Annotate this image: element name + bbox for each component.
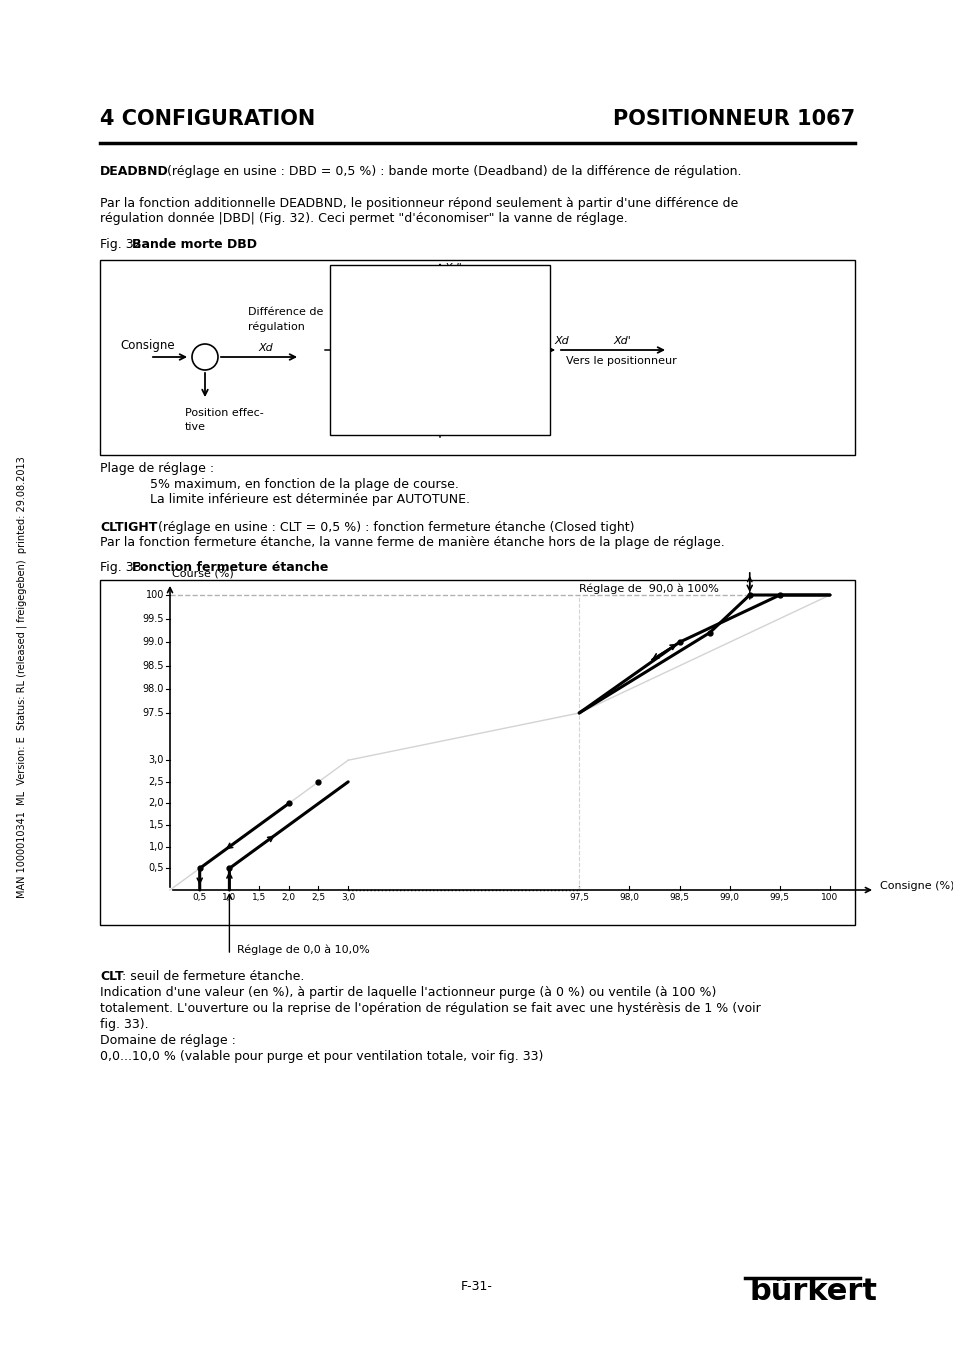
Text: Fig. 33: Fig. 33 — [100, 561, 146, 574]
Text: Fig. 32: Fig. 32 — [100, 238, 146, 250]
Text: Indication d'une valeur (en %), à partir de laquelle l'actionneur purge (à 0 %) : Indication d'une valeur (en %), à partir… — [100, 986, 716, 999]
Text: 2,0: 2,0 — [149, 799, 164, 808]
Text: Vers le positionneur: Vers le positionneur — [565, 356, 676, 366]
Text: 100: 100 — [146, 590, 164, 600]
Text: 100: 100 — [821, 894, 838, 902]
Text: Par la fonction fermeture étanche, la vanne ferme de manière étanche hors de la : Par la fonction fermeture étanche, la va… — [100, 536, 724, 548]
Text: 98,5: 98,5 — [669, 894, 689, 902]
Text: tive: tive — [185, 422, 206, 432]
Text: Xd: Xd — [257, 343, 273, 353]
Text: Réglage de  90,0 à 100%: Réglage de 90,0 à 100% — [578, 584, 719, 594]
Text: La limite inférieure est déterminée par AUTOTUNE.: La limite inférieure est déterminée par … — [150, 493, 470, 506]
Text: Fonction fermeture étanche: Fonction fermeture étanche — [132, 561, 328, 574]
Bar — [100, 260, 854, 455]
Text: 2,0: 2,0 — [281, 894, 295, 902]
Text: 3,0: 3,0 — [341, 894, 355, 902]
Text: Consigne: Consigne — [121, 338, 175, 352]
Text: : seuil de fermeture étanche.: : seuil de fermeture étanche. — [122, 969, 304, 983]
Text: Bande morte DBD: Bande morte DBD — [132, 238, 256, 250]
Text: 0,5: 0,5 — [193, 894, 207, 902]
Text: 99.5: 99.5 — [142, 613, 164, 624]
Text: 97,5: 97,5 — [569, 894, 589, 902]
Text: 0,0...10,0 % (valable pour purge et pour ventilation totale, voir fig. 33): 0,0...10,0 % (valable pour purge et pour… — [100, 1049, 543, 1063]
Text: 2,5: 2,5 — [149, 777, 164, 787]
Text: (réglage en usine : DBD = 0,5 %) : bande morte (Deadband) de la différence de ré: (réglage en usine : DBD = 0,5 %) : bande… — [163, 165, 740, 177]
Text: 1,5: 1,5 — [149, 821, 164, 830]
Text: Xd: Xd — [554, 336, 568, 347]
Text: F-31-: F-31- — [460, 1280, 493, 1293]
Text: +: + — [195, 349, 204, 359]
Text: DEADBND: DEADBND — [100, 165, 169, 177]
Text: fig. 33).: fig. 33). — [100, 1018, 149, 1030]
Text: CLT: CLT — [100, 969, 124, 983]
Text: 99,0: 99,0 — [719, 894, 739, 902]
Bar — [330, 265, 550, 435]
Text: 1,5: 1,5 — [252, 894, 266, 902]
Bar — [100, 580, 854, 925]
Text: −: − — [201, 357, 212, 371]
Text: totalement. L'ouverture ou la reprise de l'opération de régulation se fait avec : totalement. L'ouverture ou la reprise de… — [100, 1002, 760, 1016]
Text: POSITIONNEUR 1067: POSITIONNEUR 1067 — [612, 110, 854, 129]
Text: Domaine de réglage :: Domaine de réglage : — [100, 1034, 235, 1047]
Text: Xd': Xd' — [613, 336, 630, 347]
Text: Position effec-: Position effec- — [185, 408, 263, 418]
Text: Par la fonction additionnelle DEADBND, le positionneur répond seulement à partir: Par la fonction additionnelle DEADBND, l… — [100, 196, 738, 210]
Text: 99.0: 99.0 — [143, 638, 164, 647]
Text: Différence de: Différence de — [248, 307, 323, 317]
Text: 2,5: 2,5 — [311, 894, 325, 902]
Text: régulation: régulation — [248, 321, 305, 332]
Text: DB: DB — [424, 328, 439, 337]
Text: Réglage de 0,0 à 10,0%: Réglage de 0,0 à 10,0% — [237, 945, 370, 955]
Text: MAN 1000010341  ML  Version: E  Status: RL (released | freigegeben)  printed: 29: MAN 1000010341 ML Version: E Status: RL … — [17, 456, 28, 898]
Text: 3,0: 3,0 — [149, 756, 164, 765]
Text: bürkert: bürkert — [749, 1277, 877, 1307]
Circle shape — [192, 344, 218, 370]
Text: (réglage en usine : CLT = 0,5 %) : fonction fermeture étanche (Closed tight): (réglage en usine : CLT = 0,5 %) : fonct… — [153, 521, 634, 533]
Text: 1,0: 1,0 — [149, 842, 164, 852]
Text: 0,5: 0,5 — [149, 864, 164, 873]
Text: 98.0: 98.0 — [143, 684, 164, 695]
Text: Plage de réglage :: Plage de réglage : — [100, 462, 213, 475]
Text: 5% maximum, en fonction de la plage de course.: 5% maximum, en fonction de la plage de c… — [150, 478, 458, 492]
Text: régulation donnée |DBD| (Fig. 32). Ceci permet "d'économiser" la vanne de réglag: régulation donnée |DBD| (Fig. 32). Ceci … — [100, 213, 627, 225]
Text: 98.5: 98.5 — [142, 661, 164, 670]
Text: 99,5: 99,5 — [769, 894, 789, 902]
Text: Course (%): Course (%) — [172, 569, 233, 580]
Text: 98,0: 98,0 — [618, 894, 639, 902]
Text: 4 CONFIGURATION: 4 CONFIGURATION — [100, 110, 314, 129]
Text: 1,0: 1,0 — [222, 894, 236, 902]
Text: Consigne (%): Consigne (%) — [879, 881, 953, 891]
Text: Xd': Xd' — [443, 263, 461, 274]
Text: 97.5: 97.5 — [142, 708, 164, 718]
Text: CLTIGHT: CLTIGHT — [100, 521, 157, 533]
